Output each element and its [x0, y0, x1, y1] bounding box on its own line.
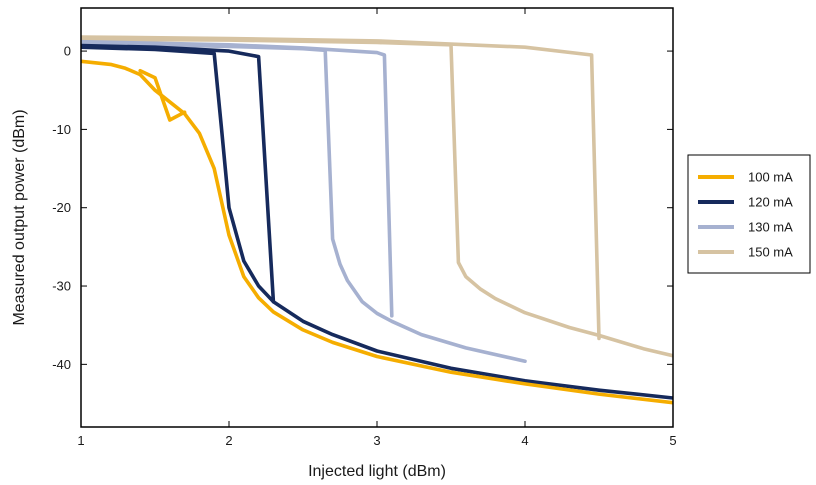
x-tick-label: 4 — [521, 433, 528, 448]
plot-lines — [81, 35, 673, 405]
y-tick-label: -40 — [52, 357, 71, 372]
legend: 100 mA 120 mA 130 mA 150 mA — [687, 154, 811, 274]
y-tick-label: 0 — [64, 44, 71, 59]
y-tick-label: -30 — [52, 279, 71, 294]
axis-ticks: 1 2 3 4 5 0 -10 -20 -30 -40 — [52, 8, 677, 448]
legend-label: 120 mA — [748, 195, 793, 210]
y-tick-label: -10 — [52, 122, 71, 137]
plot-frame — [80, 7, 674, 428]
x-tick-label: 1 — [77, 433, 84, 448]
series-line-5 — [81, 41, 527, 364]
series-line-6 — [81, 39, 394, 318]
x-axis-title: Injected light (dBm) — [308, 463, 446, 480]
legend-label: 100 mA — [748, 170, 793, 185]
y-axis-title: Measured output power (dBm) — [11, 109, 28, 325]
series-line-1 — [81, 59, 673, 405]
series-line-7 — [81, 37, 673, 358]
series-line-2 — [138, 68, 187, 122]
x-tick-label: 5 — [669, 433, 676, 448]
legend-label: 150 mA — [748, 245, 793, 260]
x-tick-label: 3 — [373, 433, 380, 448]
series-line-8 — [81, 35, 601, 341]
x-tick-label: 2 — [225, 433, 232, 448]
y-tick-label: -20 — [52, 200, 71, 215]
legend-label: 130 mA — [748, 220, 793, 235]
series-line-4 — [81, 43, 276, 304]
